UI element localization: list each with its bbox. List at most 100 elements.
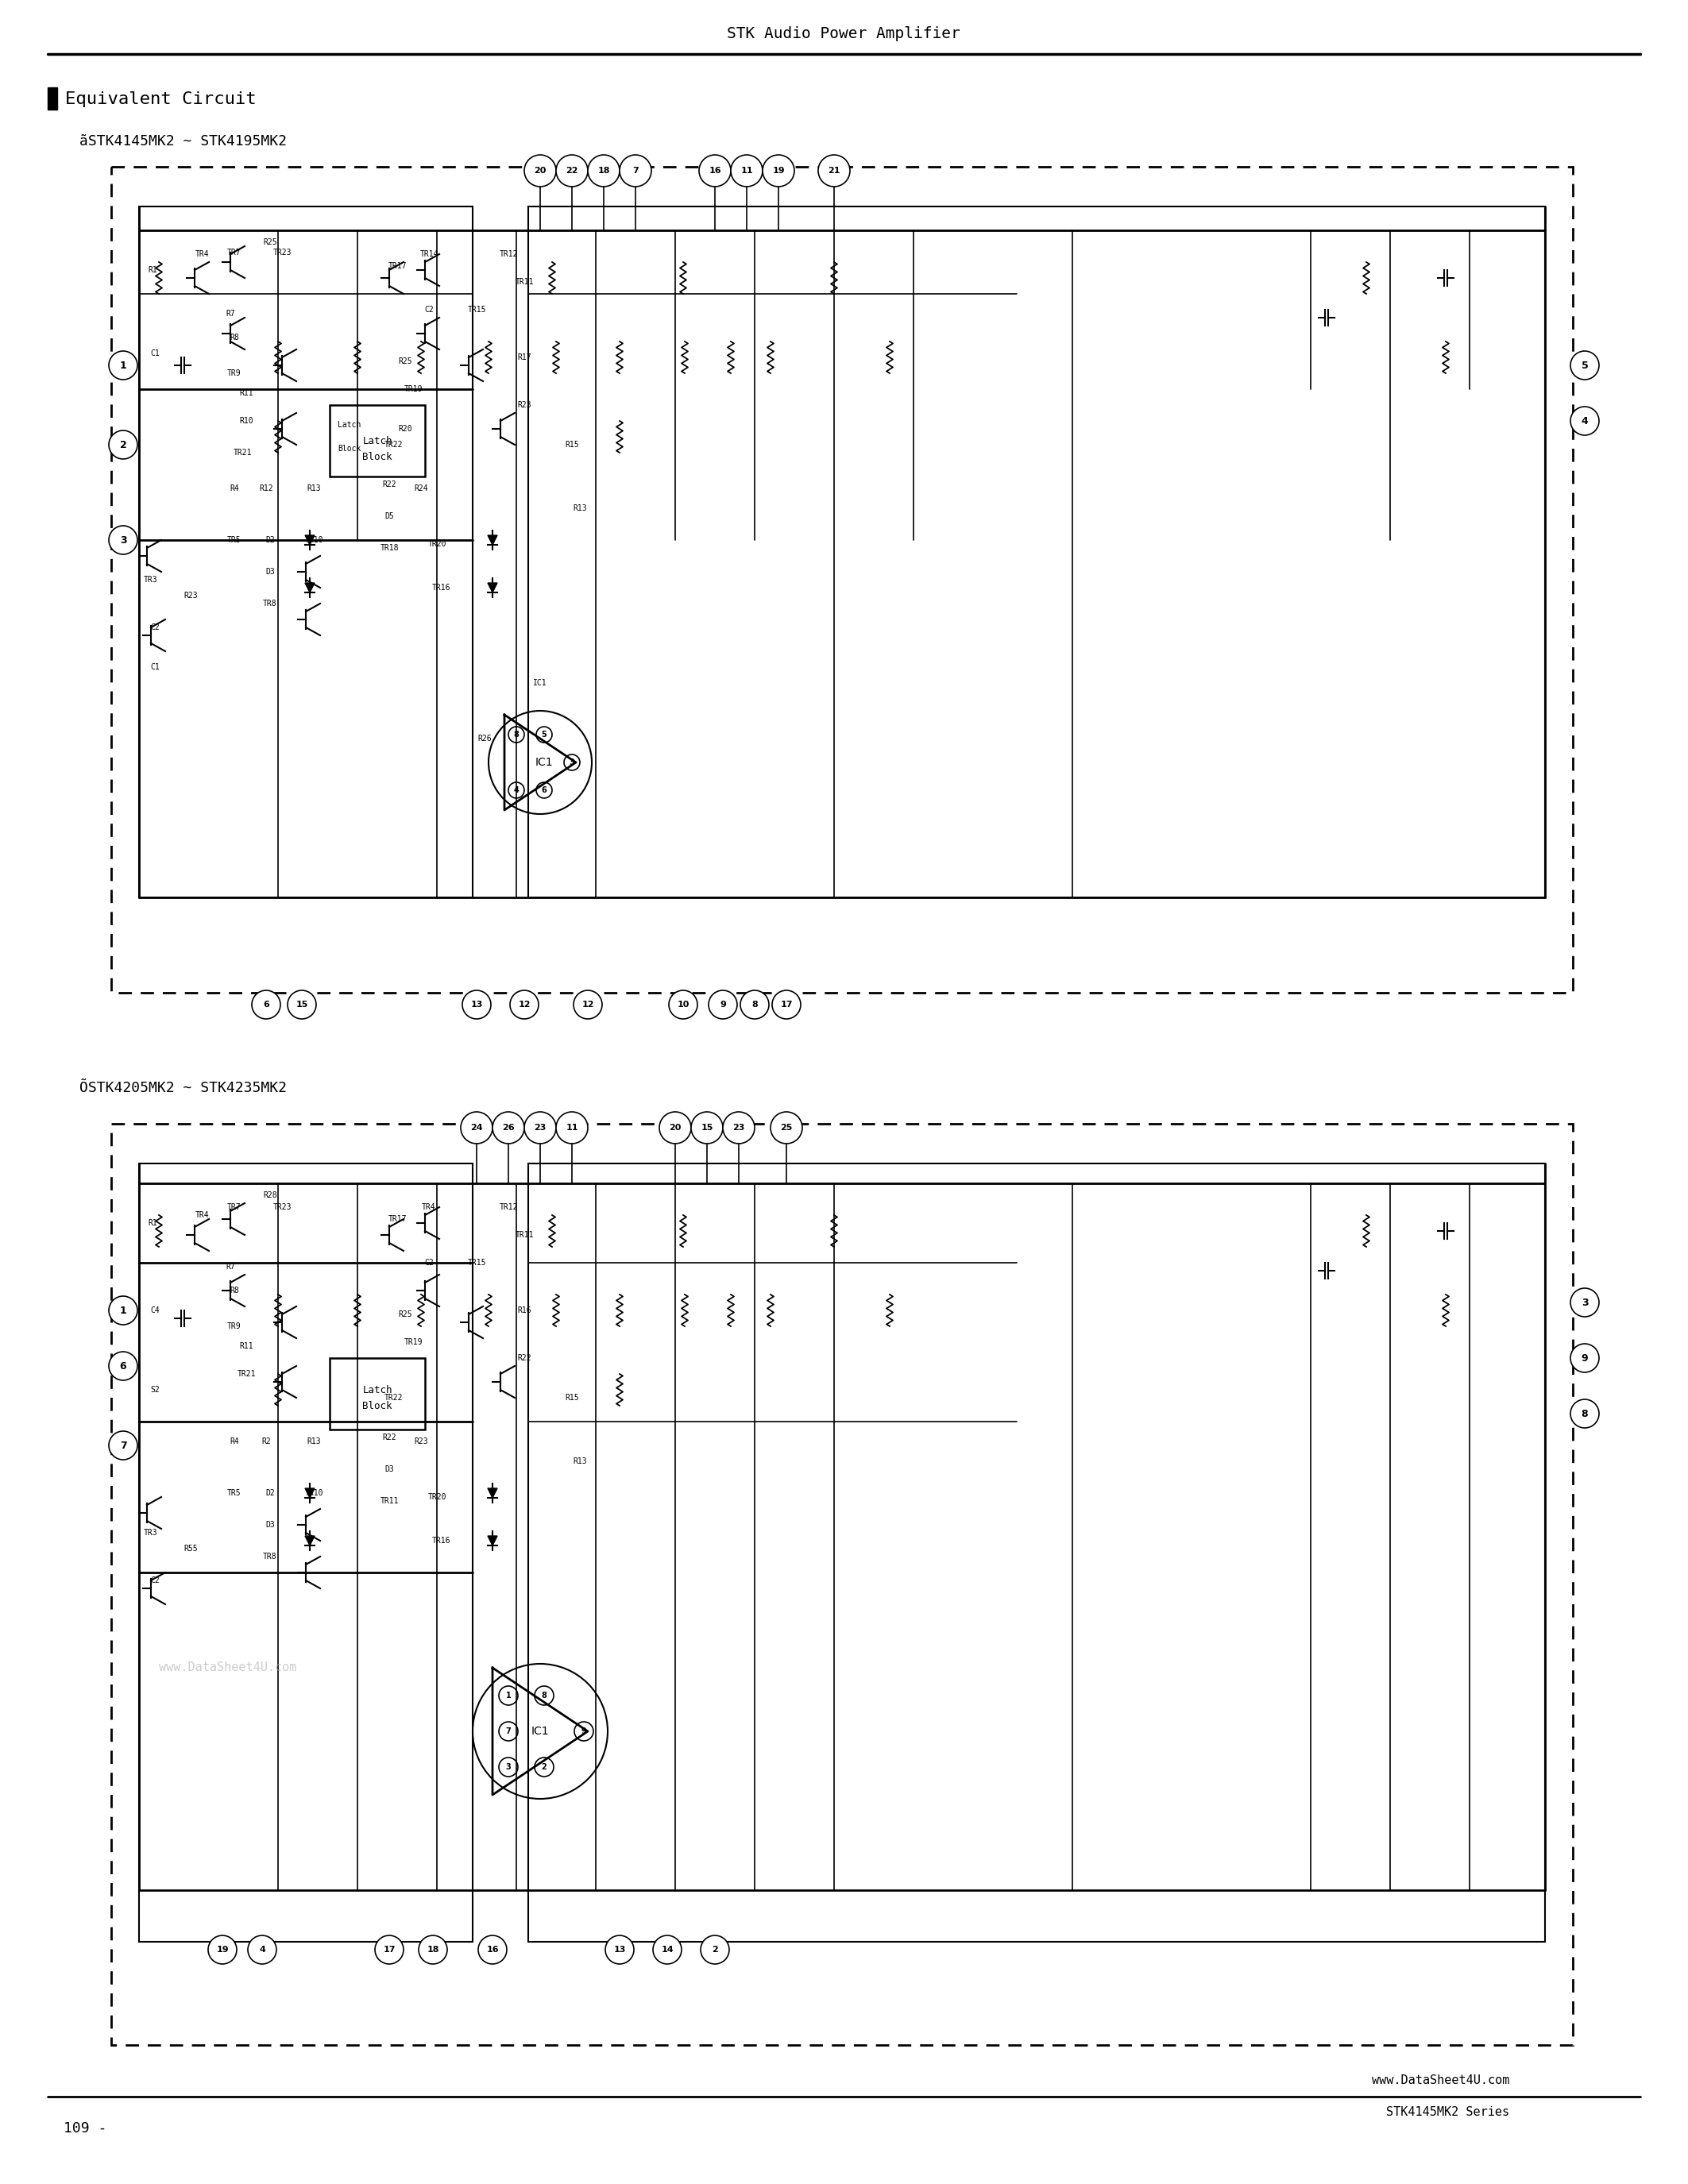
Polygon shape	[488, 1487, 498, 1498]
Circle shape	[461, 1112, 493, 1144]
Circle shape	[252, 989, 280, 1020]
Text: R23: R23	[184, 592, 197, 601]
Text: 2: 2	[120, 439, 127, 450]
Circle shape	[535, 1686, 554, 1706]
Circle shape	[375, 1935, 403, 1963]
Text: 22: 22	[565, 166, 577, 175]
Text: 15: 15	[701, 1125, 712, 1131]
Circle shape	[770, 1112, 802, 1144]
Text: TR4: TR4	[196, 251, 209, 258]
Text: R13: R13	[307, 485, 321, 491]
Bar	[329, 404, 425, 476]
Circle shape	[248, 1935, 277, 1963]
Text: 3: 3	[120, 535, 127, 546]
Text: TR7: TR7	[228, 249, 241, 256]
Text: 1: 1	[506, 1693, 511, 1699]
Circle shape	[763, 155, 795, 186]
Text: TR16: TR16	[432, 583, 451, 592]
Circle shape	[500, 1686, 518, 1706]
Text: R7: R7	[226, 1262, 235, 1271]
Text: IC1: IC1	[535, 758, 554, 769]
Text: TR8: TR8	[263, 601, 277, 607]
Text: Block: Block	[363, 452, 392, 461]
Circle shape	[722, 1112, 755, 1144]
Circle shape	[108, 430, 137, 459]
Circle shape	[653, 1935, 682, 1963]
Circle shape	[555, 155, 587, 186]
Bar	[138, 207, 473, 898]
Text: 15: 15	[295, 1000, 307, 1009]
Text: C2: C2	[424, 306, 434, 314]
Circle shape	[508, 782, 525, 797]
Circle shape	[555, 1112, 587, 1144]
Text: 6: 6	[120, 1361, 127, 1372]
Text: 21: 21	[827, 166, 841, 175]
Text: TR17: TR17	[388, 1214, 407, 1223]
Text: 18: 18	[427, 1946, 439, 1955]
Text: 25: 25	[780, 1125, 793, 1131]
Text: R1: R1	[149, 266, 157, 273]
Text: ãSTK4145MK2 ~ STK4195MK2: ãSTK4145MK2 ~ STK4195MK2	[79, 133, 287, 149]
Circle shape	[709, 989, 738, 1020]
Text: TR19: TR19	[403, 1339, 422, 1345]
Text: R26: R26	[478, 734, 491, 743]
Text: R25: R25	[263, 238, 277, 247]
Text: R22: R22	[381, 1433, 397, 1441]
Text: 3: 3	[1582, 1297, 1588, 1308]
Circle shape	[493, 1112, 525, 1144]
Text: TR9: TR9	[228, 1321, 241, 1330]
Text: 13: 13	[471, 1000, 483, 1009]
Circle shape	[500, 1758, 518, 1776]
Text: R8: R8	[230, 334, 240, 341]
Text: 3: 3	[569, 758, 574, 767]
Circle shape	[108, 352, 137, 380]
Circle shape	[771, 989, 800, 1020]
Text: R4: R4	[230, 485, 240, 491]
Text: TR10: TR10	[304, 1489, 322, 1496]
Text: R7: R7	[226, 310, 235, 317]
Text: 8: 8	[751, 1000, 758, 1009]
Circle shape	[574, 1721, 594, 1741]
Text: IC1: IC1	[532, 1725, 549, 1736]
Text: 1: 1	[120, 1306, 127, 1315]
Circle shape	[1570, 352, 1599, 380]
Circle shape	[535, 1758, 554, 1776]
Text: 8: 8	[542, 1693, 547, 1699]
Text: 5: 5	[542, 732, 547, 738]
Text: 9: 9	[719, 1000, 726, 1009]
Text: R25: R25	[398, 1310, 412, 1319]
Text: R15: R15	[565, 1393, 579, 1402]
Text: C2: C2	[424, 1258, 434, 1267]
Text: 9: 9	[581, 1728, 586, 1736]
Circle shape	[619, 155, 652, 186]
Text: 20: 20	[668, 1125, 682, 1131]
Text: TR12: TR12	[500, 1203, 518, 1212]
Text: TR22: TR22	[383, 441, 402, 448]
Text: S2: S2	[150, 1387, 160, 1393]
Circle shape	[731, 155, 763, 186]
Polygon shape	[306, 583, 314, 592]
Text: R22: R22	[517, 1354, 532, 1363]
Text: TR8: TR8	[263, 1553, 277, 1562]
Text: TR18: TR18	[380, 544, 398, 553]
Text: ÕSTK4205MK2 ~ STK4235MK2: ÕSTK4205MK2 ~ STK4235MK2	[79, 1081, 287, 1094]
Text: R20: R20	[398, 426, 412, 432]
Circle shape	[741, 989, 770, 1020]
Text: TR19: TR19	[403, 384, 422, 393]
Text: D2: D2	[265, 535, 275, 544]
Bar	[111, 166, 1573, 994]
Text: 16: 16	[486, 1946, 498, 1955]
Text: Block: Block	[363, 1400, 392, 1411]
Circle shape	[606, 1935, 635, 1963]
Circle shape	[699, 155, 731, 186]
Text: 23: 23	[533, 1125, 547, 1131]
Text: 7: 7	[506, 1728, 511, 1736]
Text: R55: R55	[184, 1544, 197, 1553]
Text: TR16: TR16	[432, 1538, 451, 1544]
Text: Latch: Latch	[363, 1385, 392, 1396]
Text: 2: 2	[712, 1946, 717, 1955]
Text: R23: R23	[517, 402, 532, 408]
Text: D3: D3	[265, 1520, 275, 1529]
Text: 16: 16	[709, 166, 721, 175]
Text: TR11: TR11	[515, 277, 533, 286]
